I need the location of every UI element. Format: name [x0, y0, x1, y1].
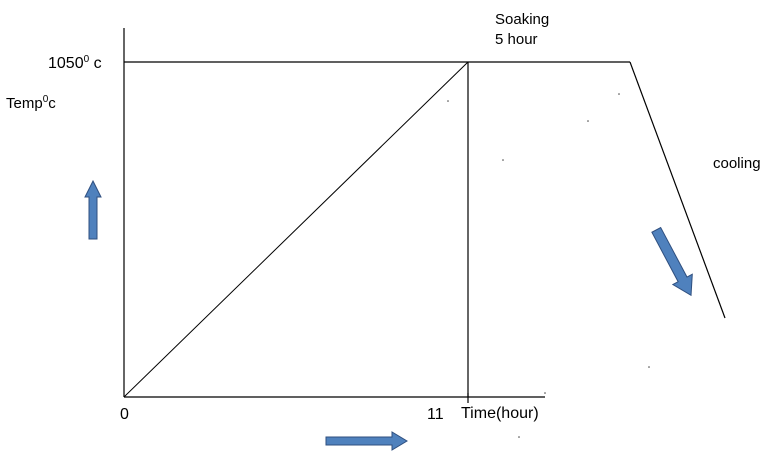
heating-ramp-line — [123, 61, 469, 398]
x-origin-label: 0 — [120, 406, 129, 423]
stray-dot — [544, 392, 546, 394]
cooling-arrow-shape — [651, 226, 693, 297]
stray-dot — [447, 100, 449, 102]
stray-dot — [587, 120, 589, 122]
stray-dot — [518, 436, 520, 438]
y-axis-label-degree: 0 — [43, 94, 49, 105]
y-tick-degree: 0 — [84, 54, 90, 65]
cooling-line — [629, 61, 726, 319]
y-axis-label-text: Temp — [6, 95, 43, 112]
x-axis-label: Time(hour) — [461, 405, 539, 422]
up-arrow-icon — [84, 179, 102, 240]
soaking-label-line2: 5 hour — [495, 31, 538, 48]
y-tick-value: 1050 — [48, 55, 84, 72]
stray-dot — [618, 93, 620, 95]
cooling-arrow-icon — [651, 226, 693, 297]
y-axis-label-unit: c — [48, 95, 56, 112]
y-tick-unit: c — [89, 55, 101, 72]
y-tick-label: 10500 c — [48, 54, 102, 72]
stray-dot — [648, 366, 650, 368]
right-arrow-icon — [325, 431, 408, 451]
stray-dot — [502, 159, 504, 161]
cooling-label: cooling — [713, 155, 761, 172]
soaking-label-line1: Soaking — [495, 11, 549, 28]
x-tick-label: 11 — [427, 406, 444, 423]
y-axis-label: Temp0c — [6, 94, 56, 112]
